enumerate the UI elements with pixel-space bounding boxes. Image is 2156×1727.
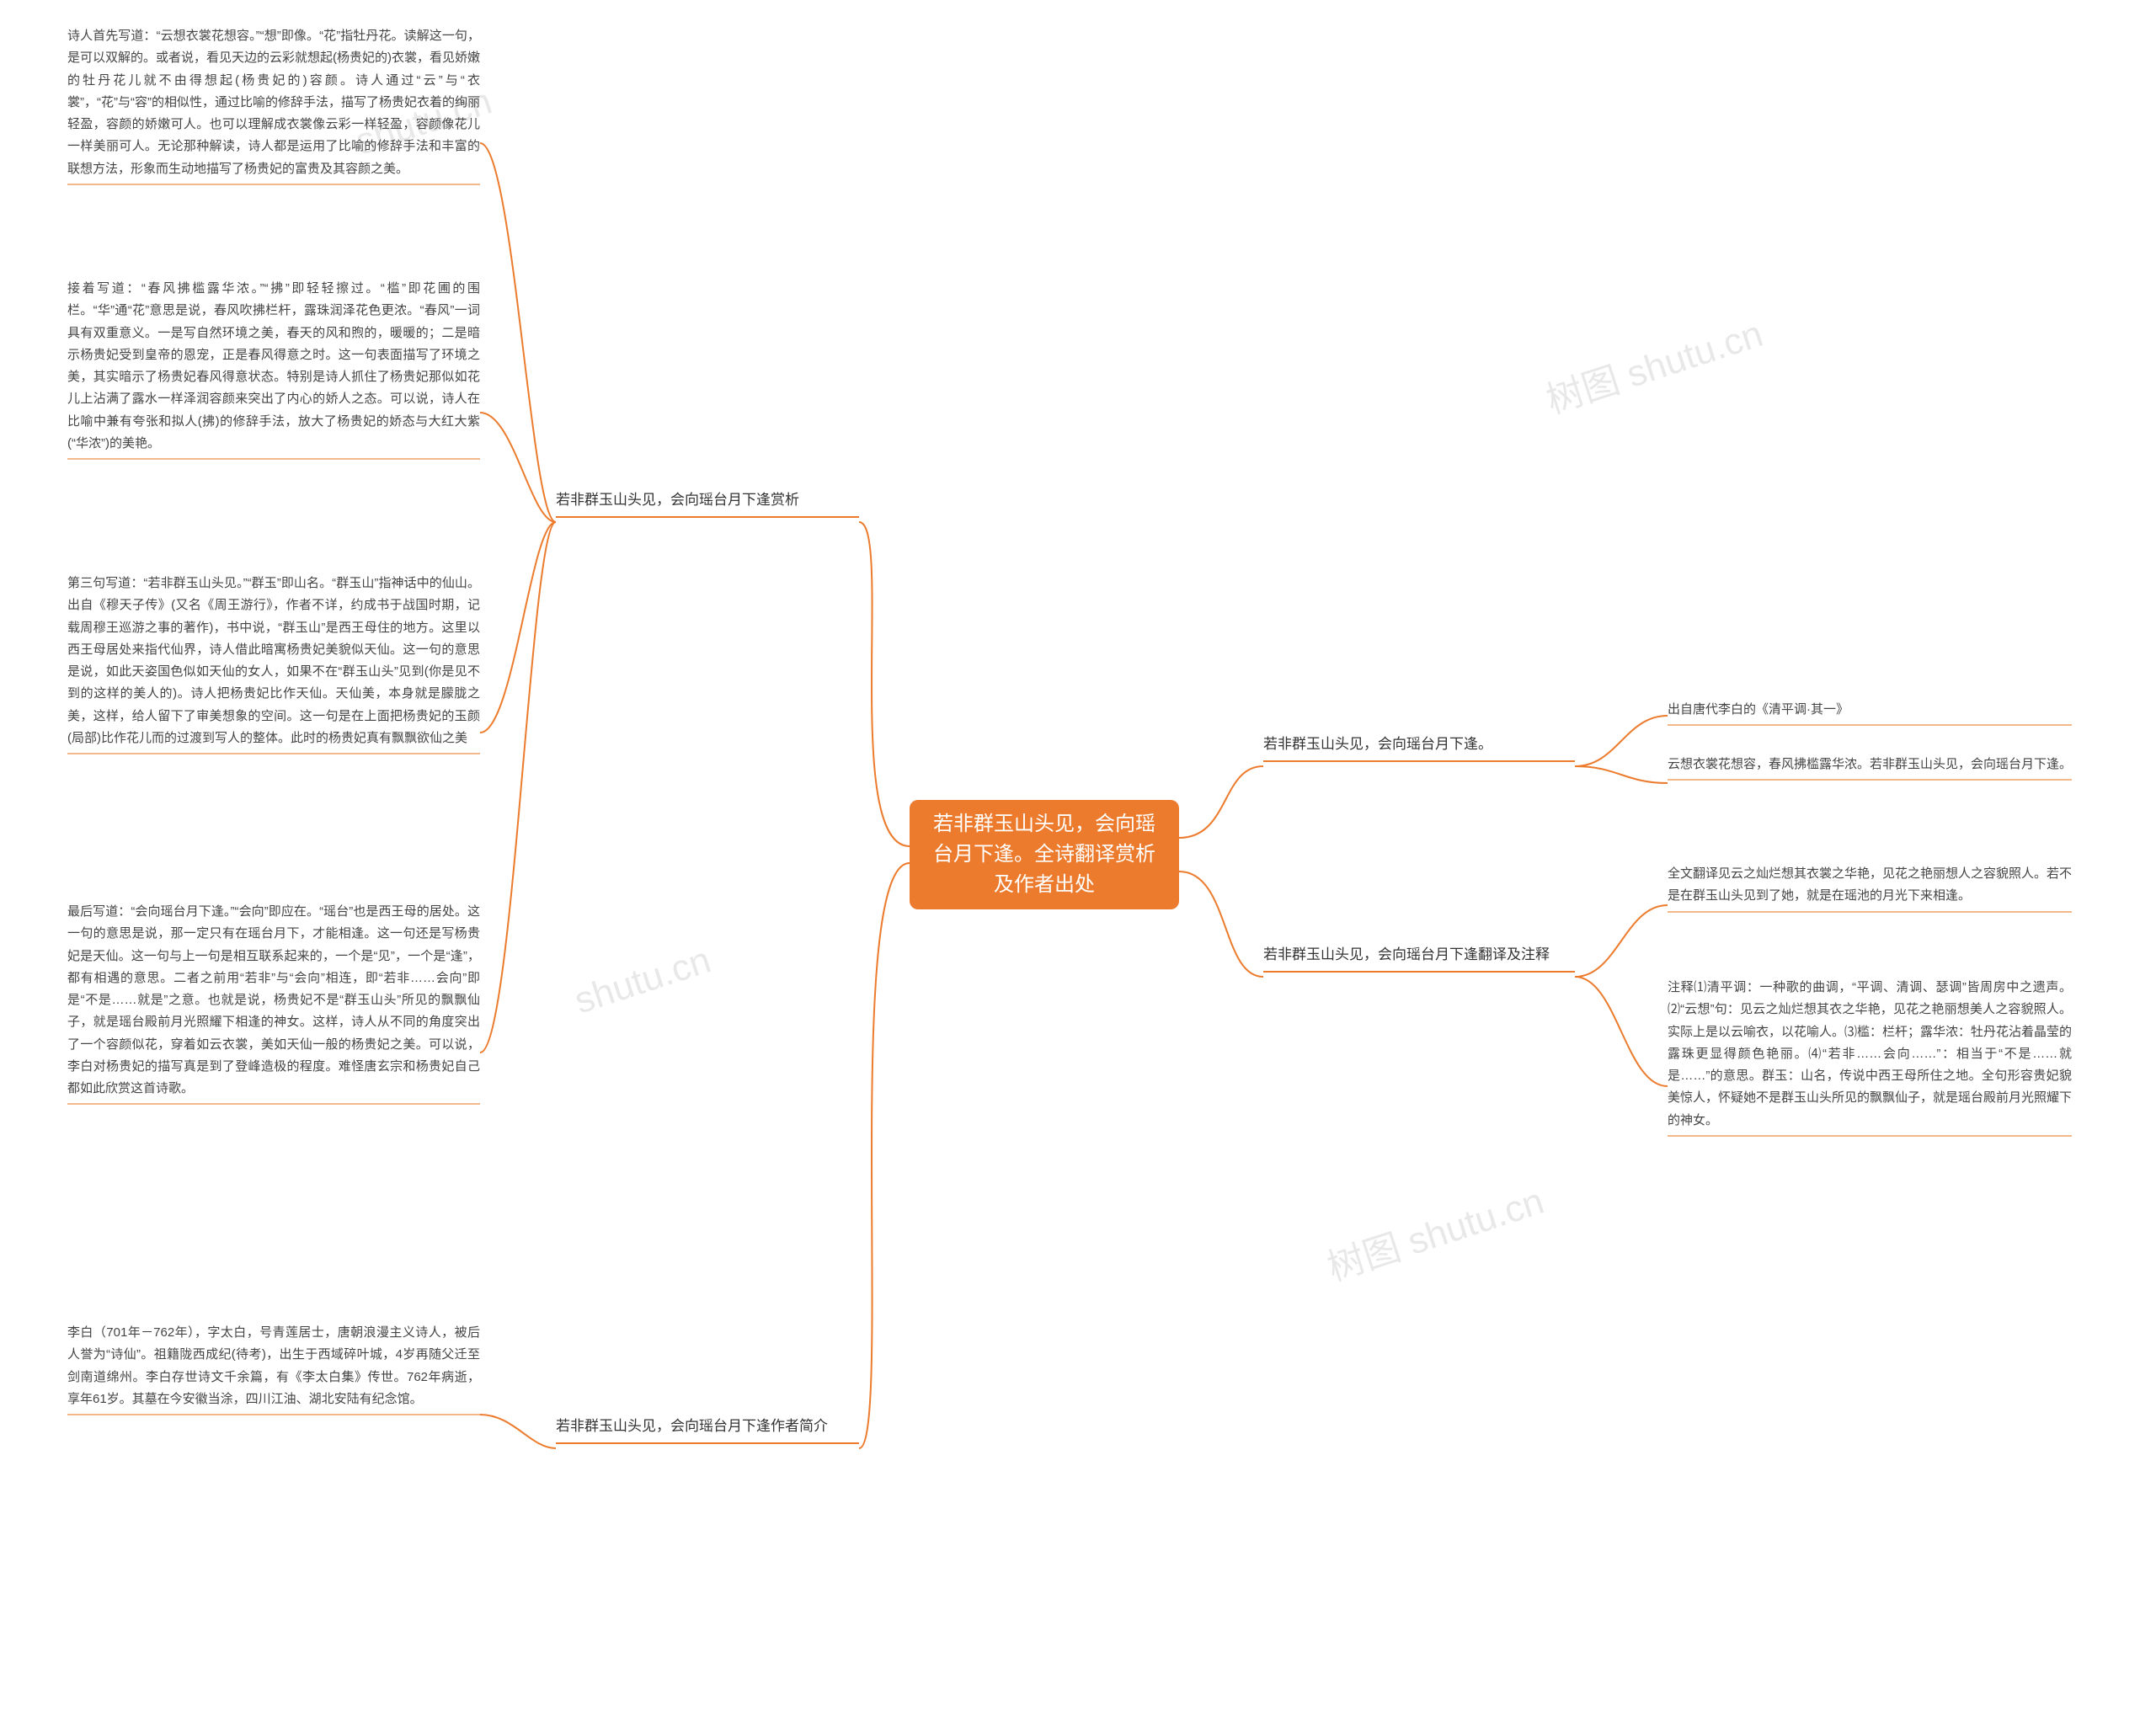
leaf-source-poem: 云想衣裳花想容，春风拂槛露华浓。若非群玉山头见，会向瑶台月下逢。	[1668, 754, 2072, 781]
leaf-author-bio: 李白（701年－762年），字太白，号青莲居士，唐朝浪漫主义诗人，被后人誉为“诗…	[67, 1322, 480, 1415]
leaf-appreciation-4: 最后写道：“会向瑶台月下逢。”“会向”即应在。“瑶台”也是西王母的居处。这一句的…	[67, 901, 480, 1105]
watermark: shutu.cn	[569, 940, 716, 1023]
branch-translation: 若非群玉山头见，会向瑶台月下逢翻译及注释	[1263, 943, 1575, 973]
branch-appreciation: 若非群玉山头见，会向瑶台月下逢赏析	[556, 488, 859, 518]
branch-author: 若非群玉山头见，会向瑶台月下逢作者简介	[556, 1415, 859, 1444]
leaf-appreciation-2: 接着写道：“春风拂槛露华浓。”“拂”即轻轻擦过。“槛”即花圃的围栏。“华”通“花…	[67, 278, 480, 460]
leaf-translation-full: 全文翻译见云之灿烂想其衣裳之华艳，见花之艳丽想人之容貌照人。若不是在群玉山头见到…	[1668, 863, 2072, 913]
leaf-appreciation-1: 诗人首先写道：“云想衣裳花想容。”“想”即像。“花”指牡丹花。读解这一句，是可以…	[67, 25, 480, 185]
leaf-appreciation-3: 第三句写道：“若非群玉山头见。”“群玉”即山名。“群玉山”指神话中的仙山。出自《…	[67, 573, 480, 754]
watermark: 树图 shutu.cn	[1539, 303, 1769, 424]
branch-source: 若非群玉山头见，会向瑶台月下逢。	[1263, 733, 1575, 762]
mindmap-root: 若非群玉山头见，会向瑶台月下逢。全诗翻译赏析及作者出处	[910, 800, 1179, 909]
leaf-source-title: 出自唐代李白的《清平调·其一》	[1668, 699, 2072, 726]
watermark: 树图 shutu.cn	[1320, 1170, 1550, 1291]
leaf-translation-notes: 注释⑴清平调：一种歌的曲调，“平调、清调、瑟调”皆周房中之遗声。⑵“云想”句：见…	[1668, 977, 2072, 1137]
